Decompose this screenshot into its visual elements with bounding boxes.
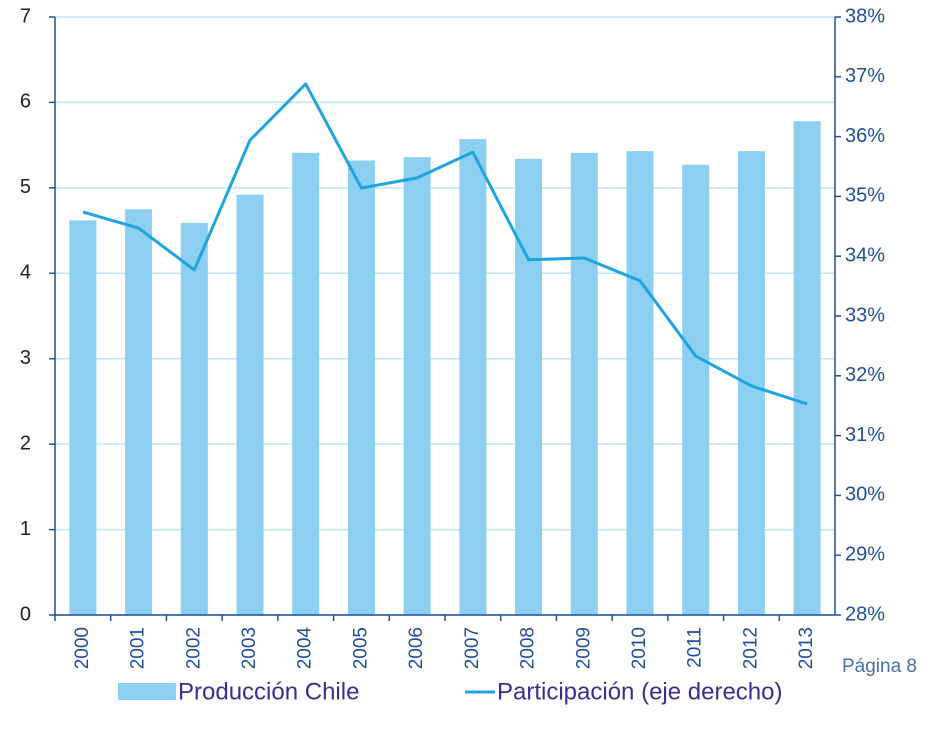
x-tick-label: 2009: [573, 627, 594, 669]
x-tick-label: 2012: [740, 627, 761, 669]
bar: [69, 220, 97, 615]
bar: [793, 121, 821, 616]
x-tick-label: 2003: [239, 627, 260, 669]
x-tick-label: 2005: [350, 627, 371, 669]
y2-tick-label: 37%: [845, 65, 885, 87]
bar: [292, 152, 320, 615]
y-tick-label: 0: [20, 603, 31, 625]
y2-tick-label: 38%: [845, 5, 885, 27]
y-tick-label: 4: [20, 262, 31, 284]
legend-swatch: [118, 683, 176, 700]
bar: [347, 160, 375, 615]
bar: [737, 151, 765, 615]
y2-tick-label: 36%: [845, 125, 885, 147]
y2-tick-label: 33%: [845, 304, 885, 326]
x-tick-label: 2011: [685, 627, 706, 668]
y-tick-label: 5: [20, 176, 31, 198]
x-tick-label: 2008: [518, 627, 539, 669]
bar: [459, 139, 487, 616]
bar: [180, 222, 208, 615]
bar: [403, 157, 431, 616]
y-tick-label: 2: [20, 432, 31, 454]
y-tick-label: 7: [20, 5, 31, 27]
line: [82, 82, 808, 406]
y2-tick-label: 35%: [845, 185, 885, 207]
legend-label: Producción Chile: [178, 678, 359, 705]
y2-tick-label: 28%: [845, 603, 885, 625]
x-tick-label: 2002: [183, 627, 204, 669]
bar: [125, 209, 153, 615]
y-tick-label: 3: [20, 347, 31, 369]
bar: [570, 152, 598, 615]
x-tick-label: 2004: [295, 627, 316, 670]
bar: [515, 158, 543, 615]
x-tick-label: 2006: [406, 627, 427, 669]
y2-tick-label: 34%: [845, 244, 885, 266]
x-tick-label: 2001: [128, 627, 149, 669]
y-tick-label: 6: [20, 91, 31, 113]
x-tick-label: 2000: [72, 627, 93, 669]
bar: [236, 194, 264, 616]
bar: [626, 151, 654, 615]
y2-tick-label: 31%: [845, 424, 885, 446]
legend-label: Participación (eje derecho): [497, 678, 782, 705]
x-tick-label: 2010: [629, 627, 650, 669]
y2-tick-label: 32%: [845, 364, 885, 386]
x-tick-label: 2007: [462, 627, 483, 669]
x-tick-label: 2013: [796, 627, 817, 669]
annotation: Página 8: [842, 656, 917, 677]
y2-tick-label: 29%: [845, 543, 885, 565]
bar: [682, 164, 710, 615]
y-tick-label: 1: [20, 518, 31, 540]
y2-tick-label: 30%: [845, 484, 885, 506]
